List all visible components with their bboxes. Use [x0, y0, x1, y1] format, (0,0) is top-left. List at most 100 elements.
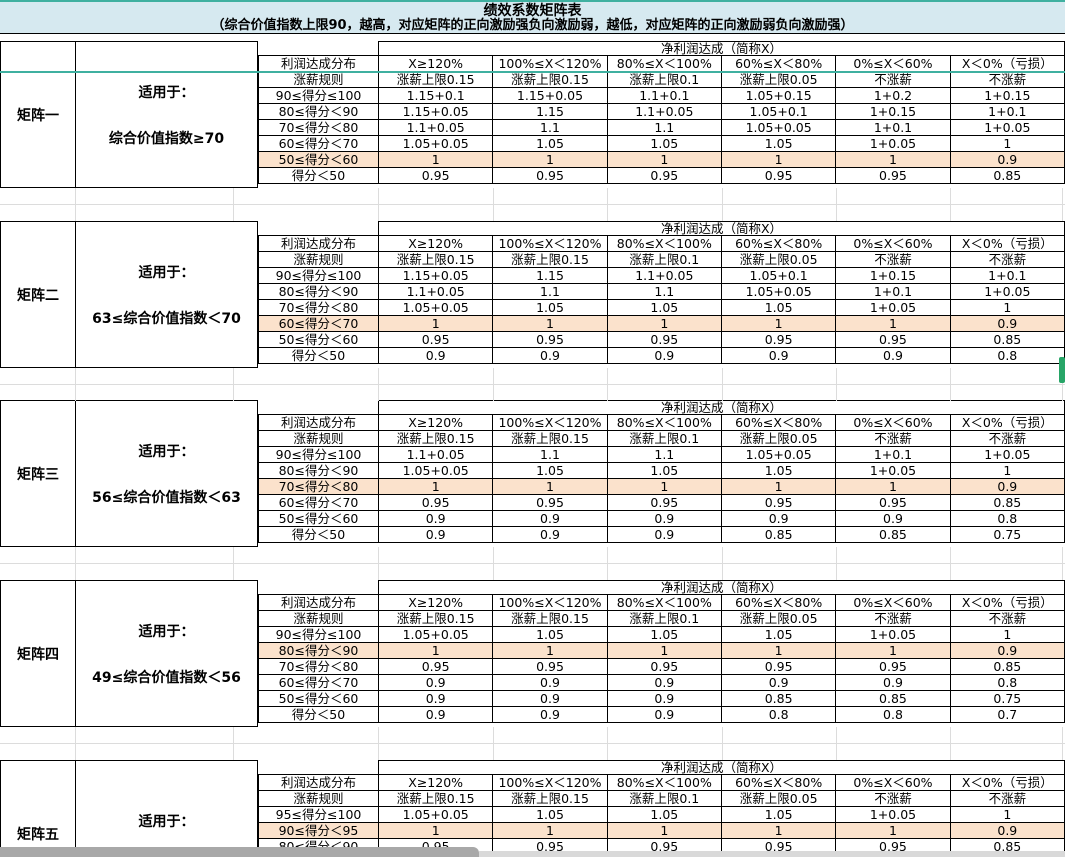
coefficient-cell[interactable]: 0.9 — [492, 706, 608, 723]
coefficient-cell[interactable]: 1.15 — [492, 103, 608, 120]
coefficient-cell[interactable]: 1.1+0.05 — [377, 446, 494, 463]
coefficient-cell[interactable]: 1 — [606, 642, 722, 659]
rule-cell[interactable]: 涨薪上限0.05 — [720, 251, 837, 268]
coefficient-cell[interactable]: 1.05+0.1 — [720, 267, 837, 284]
coefficient-cell[interactable]: 1 — [377, 822, 494, 839]
column-header-cell[interactable]: X＜0%（亏损） — [949, 55, 1065, 72]
coefficient-cell[interactable]: 1.1+0.1 — [606, 87, 722, 104]
coefficient-cell[interactable]: 1.05 — [606, 299, 722, 316]
coefficient-cell[interactable]: 0.95 — [377, 494, 494, 511]
coefficient-cell[interactable]: 1+0.05 — [835, 462, 951, 479]
rule-cell[interactable]: 不涨薪 — [949, 71, 1065, 88]
dist-label-cell[interactable]: 利润达成分布 — [258, 774, 379, 791]
column-header-cell[interactable]: 80%≤X＜100% — [606, 774, 722, 791]
coefficient-cell[interactable]: 0.9 — [949, 315, 1065, 332]
score-range-cell[interactable]: 70≤得分＜80 — [258, 299, 379, 316]
coefficient-cell[interactable]: 1 — [949, 299, 1065, 316]
coefficient-cell[interactable]: 0.85 — [835, 526, 951, 543]
rule-cell[interactable]: 涨薪上限0.15 — [377, 71, 494, 88]
column-header-cell[interactable]: 100%≤X＜120% — [492, 774, 608, 791]
coefficient-cell[interactable]: 0.9 — [492, 674, 608, 691]
coefficient-cell[interactable]: 1 — [720, 642, 837, 659]
coefficient-cell[interactable]: 0.9 — [835, 510, 951, 527]
coefficient-cell[interactable]: 1.05 — [492, 626, 608, 643]
coefficient-cell[interactable]: 0.85 — [949, 331, 1065, 348]
column-header-cell[interactable]: 0%≤X＜60% — [835, 235, 951, 252]
sheet-title-cell[interactable]: 绩效系数矩阵表 （综合价值指数上限90，越高，对应矩阵的正向激励强负向激励弱，越… — [0, 2, 1065, 34]
coefficient-cell[interactable]: 0.95 — [606, 658, 722, 675]
score-range-cell[interactable]: 90≤得分≤100 — [258, 446, 379, 463]
coefficient-cell[interactable]: 1 — [720, 822, 837, 839]
coefficient-cell[interactable]: 1+0.2 — [835, 87, 951, 104]
coefficient-cell[interactable]: 0.95 — [720, 167, 837, 184]
coefficient-cell[interactable]: 0.9 — [377, 690, 494, 707]
dist-label-cell[interactable]: 利润达成分布 — [258, 55, 379, 72]
coefficient-cell[interactable]: 0.95 — [835, 167, 951, 184]
rule-cell[interactable]: 涨薪上限0.05 — [720, 71, 837, 88]
applies-cell[interactable]: 适用于： 综合价值指数≥70 — [76, 41, 258, 188]
coefficient-cell[interactable]: 0.9 — [492, 510, 608, 527]
rule-cell[interactable]: 不涨薪 — [949, 610, 1065, 627]
column-header-cell[interactable]: X＜0%（亏损） — [949, 414, 1065, 431]
coefficient-cell[interactable]: 0.95 — [835, 331, 951, 348]
coefficient-cell[interactable]: 0.9 — [492, 526, 608, 543]
coefficient-cell[interactable]: 0.95 — [377, 167, 494, 184]
column-header-cell[interactable]: 80%≤X＜100% — [606, 414, 722, 431]
coefficient-cell[interactable]: 1 — [377, 315, 494, 332]
column-header-cell[interactable]: X≥120% — [377, 55, 494, 72]
coefficient-cell[interactable]: 1 — [720, 151, 837, 168]
coefficient-cell[interactable]: 1 — [949, 135, 1065, 152]
coefficient-cell[interactable]: 1 — [377, 642, 494, 659]
applies-cell[interactable]: 适用于： — [76, 760, 258, 857]
score-range-cell[interactable]: 50≤得分＜60 — [258, 331, 379, 348]
coefficient-cell[interactable]: 1.05 — [606, 626, 722, 643]
coefficient-cell[interactable]: 1 — [949, 626, 1065, 643]
score-range-cell[interactable]: 80≤得分＜90 — [258, 462, 379, 479]
coefficient-cell[interactable]: 0.9 — [949, 642, 1065, 659]
coefficient-cell[interactable]: 0.85 — [835, 690, 951, 707]
score-range-cell[interactable]: 60≤得分＜70 — [258, 135, 379, 152]
coefficient-cell[interactable]: 1 — [606, 151, 722, 168]
section-header-cell[interactable]: 净利润达成（简称X） — [378, 221, 1065, 236]
coefficient-cell[interactable]: 0.9 — [720, 674, 837, 691]
column-header-cell[interactable]: 60%≤X＜80% — [720, 774, 837, 791]
coefficient-cell[interactable]: 1+0.05 — [949, 119, 1065, 136]
coefficient-cell[interactable]: 1.1+0.05 — [606, 267, 722, 284]
coefficient-cell[interactable]: 0.75 — [949, 690, 1065, 707]
rule-cell[interactable]: 涨薪上限0.1 — [606, 790, 722, 807]
coefficient-cell[interactable]: 1 — [835, 315, 951, 332]
score-range-cell[interactable]: 90≤得分≤100 — [258, 626, 379, 643]
coefficient-cell[interactable]: 1.05 — [606, 135, 722, 152]
coefficient-cell[interactable]: 1.05+0.05 — [377, 299, 494, 316]
applies-cell[interactable]: 适用于： 56≤综合价值指数＜63 — [76, 400, 258, 547]
coefficient-cell[interactable]: 1.15+0.05 — [492, 87, 608, 104]
coefficient-cell[interactable]: 1+0.05 — [835, 626, 951, 643]
coefficient-cell[interactable]: 0.9 — [606, 674, 722, 691]
score-range-cell[interactable]: 80≤得分＜90 — [258, 103, 379, 120]
coefficient-cell[interactable]: 1.15+0.05 — [377, 267, 494, 284]
coefficient-cell[interactable]: 0.95 — [492, 331, 608, 348]
rule-cell[interactable]: 不涨薪 — [949, 790, 1065, 807]
coefficient-cell[interactable]: 0.8 — [835, 706, 951, 723]
selection-handle[interactable] — [1059, 357, 1065, 383]
coefficient-cell[interactable]: 0.95 — [720, 331, 837, 348]
coefficient-cell[interactable]: 1+0.05 — [835, 806, 951, 823]
column-header-cell[interactable]: X＜0%（亏损） — [949, 774, 1065, 791]
coefficient-cell[interactable]: 0.9 — [949, 478, 1065, 495]
rule-cell[interactable]: 涨薪上限0.1 — [606, 430, 722, 447]
coefficient-cell[interactable]: 0.85 — [949, 658, 1065, 675]
coefficient-cell[interactable]: 1 — [606, 478, 722, 495]
coefficient-cell[interactable]: 1.05 — [720, 299, 837, 316]
score-range-cell[interactable]: 得分＜50 — [258, 347, 379, 364]
matrix-name-cell[interactable]: 矩阵四 — [0, 580, 76, 727]
coefficient-cell[interactable]: 1.05 — [720, 806, 837, 823]
coefficient-cell[interactable]: 0.7 — [949, 706, 1065, 723]
column-header-cell[interactable]: 0%≤X＜60% — [835, 414, 951, 431]
coefficient-cell[interactable]: 0.9 — [606, 690, 722, 707]
coefficient-cell[interactable]: 1+0.05 — [949, 283, 1065, 300]
coefficient-cell[interactable]: 1.05+0.1 — [720, 103, 837, 120]
column-header-cell[interactable]: X＜0%（亏损） — [949, 235, 1065, 252]
rule-cell[interactable]: 涨薪上限0.05 — [720, 610, 837, 627]
coefficient-cell[interactable]: 1 — [606, 822, 722, 839]
dist-label-cell[interactable]: 利润达成分布 — [258, 414, 379, 431]
